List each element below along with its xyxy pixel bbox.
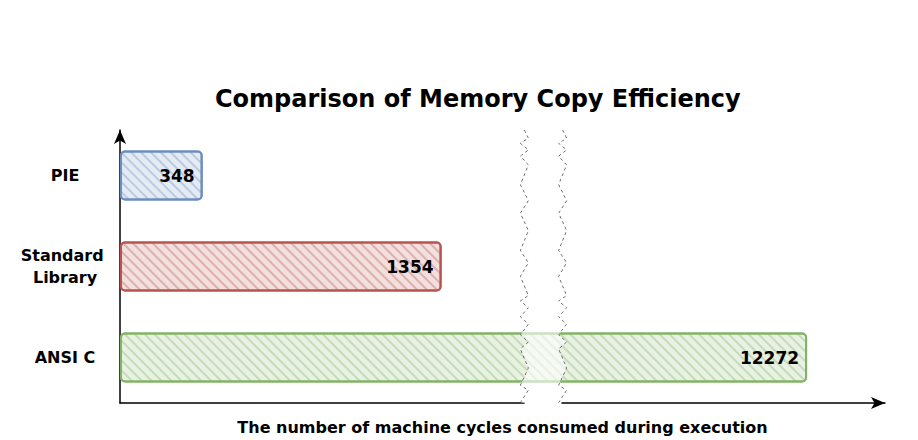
svg-text:Library: Library: [33, 268, 98, 287]
svg-text:348: 348: [159, 166, 195, 186]
svg-text:The number of machine cycles c: The number of machine cycles consumed du…: [237, 418, 767, 437]
svg-text:1354: 1354: [386, 257, 433, 277]
svg-text:PIE: PIE: [51, 166, 80, 185]
svg-text:12272: 12272: [740, 348, 799, 368]
svg-text:Standard: Standard: [21, 246, 110, 265]
svg-text:ANSI C: ANSI C: [35, 348, 96, 367]
svg-text:Comparison of Memory Copy Effi: Comparison of Memory Copy Efficiency: [215, 85, 741, 113]
